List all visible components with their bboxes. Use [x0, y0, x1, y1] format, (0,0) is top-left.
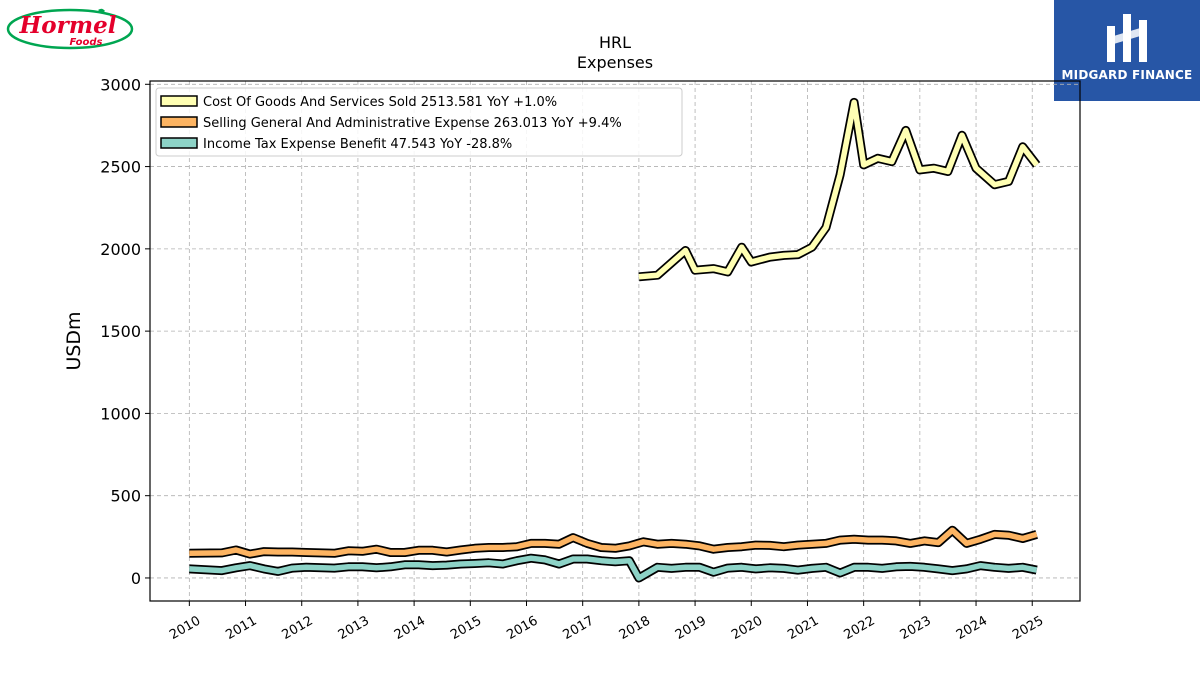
x-tick-label: 2010: [167, 613, 203, 643]
legend-swatch-selling-general-and-administrative-expense: [160, 116, 198, 128]
y-tick-label: 2000: [100, 240, 141, 259]
x-tick-label: 2020: [729, 613, 765, 643]
plot-frame: [149, 80, 1081, 602]
x-tick-label: 2022: [841, 613, 877, 643]
legend: Cost Of Goods And Services Sold 2513.581…: [155, 87, 683, 157]
x-tick-label: 2023: [898, 613, 934, 643]
y-tick-label: 2500: [100, 158, 141, 177]
x-tick-label: 2013: [336, 613, 372, 643]
x-tick-label: 2025: [1010, 613, 1046, 643]
income-tax-expense-benefit-line: [189, 555, 1038, 581]
series-lines: [189, 97, 1041, 583]
x-tick-label: 2018: [617, 613, 653, 643]
grid: [150, 81, 1080, 601]
x-tick-label: 2024: [954, 613, 990, 643]
y-tick-label: 3000: [100, 75, 141, 94]
legend-label-income-tax-expense-benefit: Income Tax Expense Benefit 47.543 YoY -2…: [203, 137, 512, 152]
company-logo: Hormel Foods: [6, 6, 138, 56]
legend-label-selling-general-and-administrative-expense: Selling General And Administrative Expen…: [203, 116, 622, 131]
y-tick-label: 0: [131, 569, 141, 588]
legend-swatch-cost-of-goods-and-services-sold: [160, 95, 198, 107]
x-tick-label: 2017: [561, 613, 597, 643]
company-logo-mark: Hormel Foods: [6, 8, 134, 50]
chart-subtitle: Expenses: [577, 53, 653, 72]
company-logo-subtext: Foods: [70, 37, 103, 48]
x-tick-label: 2019: [673, 613, 709, 643]
publisher-mark-icon: [1107, 14, 1147, 62]
chart-title: HRL: [599, 33, 631, 52]
y-tick-label: 1000: [100, 404, 141, 423]
company-logo-text: Hormel: [19, 12, 117, 39]
legend-box: [155, 87, 683, 157]
x-tick-label: 2014: [392, 613, 428, 643]
legend-swatch-income-tax-expense-benefit: [160, 137, 198, 149]
leaf-icon: [98, 8, 105, 13]
x-tick-label: 2021: [785, 613, 821, 643]
legend-label-cost-of-goods-and-services-sold: Cost Of Goods And Services Sold 2513.581…: [203, 95, 557, 110]
publisher-logo: MIDGARD FINANCE: [1054, 0, 1200, 101]
x-tick-label: 2015: [448, 613, 484, 643]
selling-general-and-administrative-expense-line: [189, 527, 1038, 557]
x-tick-label: 2016: [504, 613, 540, 643]
y-tick-label: 500: [110, 487, 141, 506]
x-tick-label: 2012: [280, 613, 316, 643]
publisher-name: MIDGARD FINANCE: [1061, 68, 1193, 82]
cost-of-goods-and-services-sold-line: [638, 99, 1039, 280]
x-tick-label: 2011: [223, 613, 259, 643]
y-tick-label: 1500: [100, 322, 141, 341]
y-axis-label: USDm: [63, 311, 85, 370]
